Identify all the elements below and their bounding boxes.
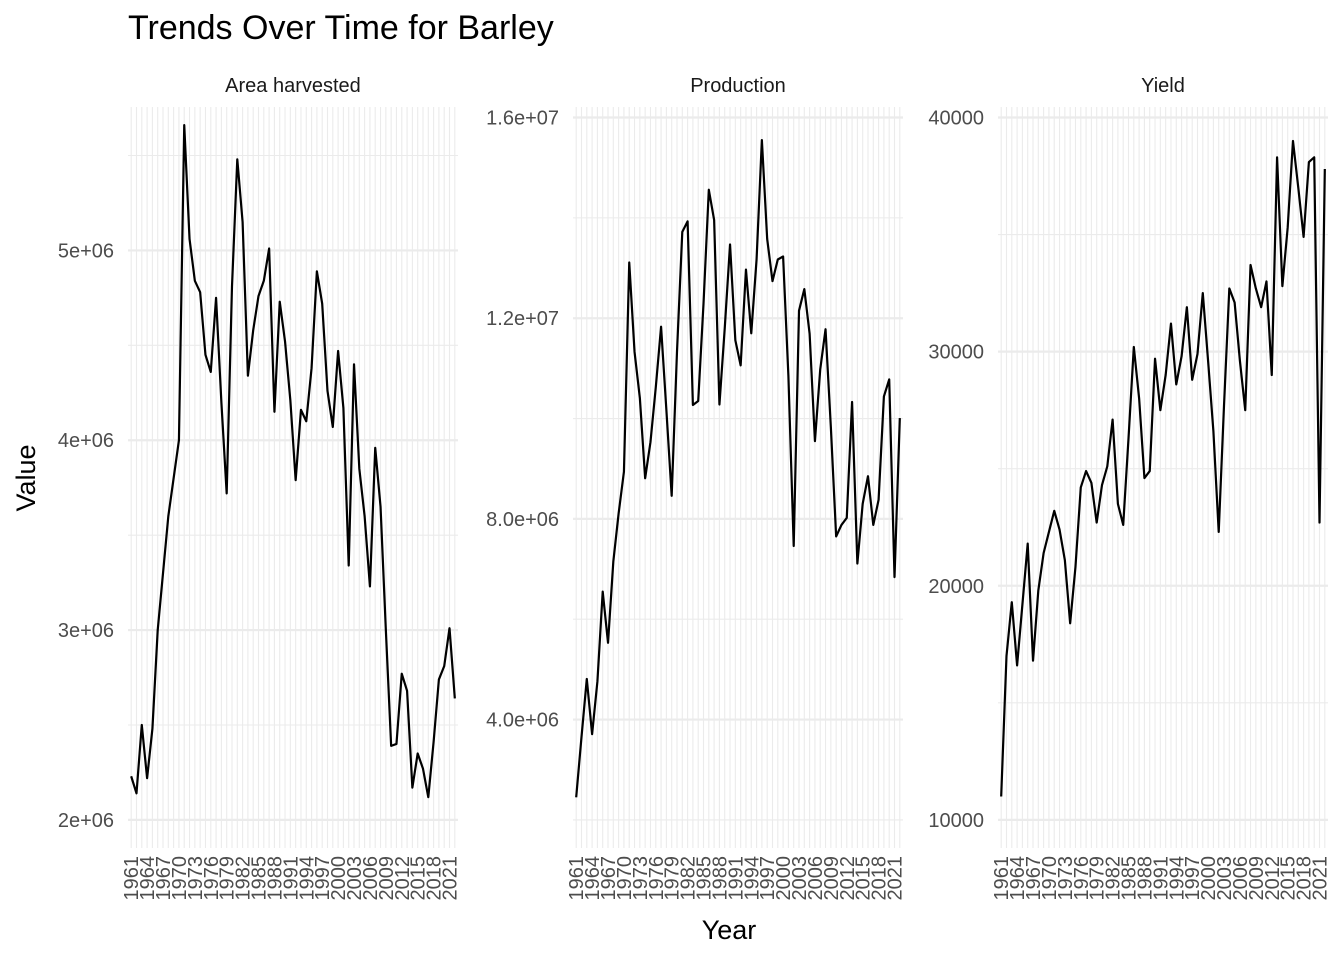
x-tick-label: 1994 [741,856,763,901]
x-axis-title: Year [702,915,757,945]
x-tick-label: 1961 [566,856,588,901]
facet-strip-label: Area harvested [225,75,361,97]
x-tick-label: 2009 [821,856,843,901]
x-tick-label: 1997 [312,856,334,901]
x-tick-label: 1967 [153,856,175,901]
x-tick-label: 1973 [185,856,207,901]
x-tick-label: 1970 [614,856,636,901]
x-tick-label: 2012 [392,856,414,901]
x-tick-label: 2003 [789,856,811,901]
x-tick-label: 2012 [837,856,859,901]
x-tick-label: 2015 [408,856,430,901]
x-tick-label: 1997 [757,856,779,901]
x-tick-label: 1970 [1039,856,1061,901]
x-tick-label: 1994 [296,856,318,901]
x-tick-label: 2018 [1294,856,1316,901]
x-tick-label: 2006 [360,856,382,901]
y-tick-label: 40000 [928,108,984,130]
series-line-area-harvested [130,124,456,799]
x-tick-label: 2009 [1246,856,1268,901]
x-tick-label: 2018 [424,856,446,901]
y-tick-label: 3e+06 [58,620,114,642]
chart-title: Trends Over Time for Barley [128,9,554,47]
y-tick-label: 2e+06 [58,810,114,832]
x-tick-label: 1991 [280,856,302,901]
x-tick-label: 2006 [805,856,827,901]
x-tick-label: 1991 [1150,856,1172,901]
facet-production: Production 4.0e+068.0e+061.2e+071.6e+07 … [486,75,906,901]
x-tick-label: 1985 [249,856,271,901]
y-tick-label: 10000 [928,810,984,832]
x-tick-label: 1988 [709,856,731,901]
x-tick-label: 2009 [376,856,398,901]
x-tick-label: 2006 [1230,856,1252,901]
y-tick-label: 30000 [928,342,984,364]
x-tick-label: 1967 [1023,856,1045,901]
x-tick-label: 2021 [885,856,907,901]
x-tick-label: 2012 [1262,856,1284,901]
x-tick-label: 1973 [630,856,652,901]
x-tick-label: 1982 [233,856,255,901]
y-axis-title: Value [11,444,41,511]
x-tick-label: 1976 [201,856,223,901]
y-tick-label: 8.0e+06 [486,509,559,531]
x-tick-label: 1976 [1071,856,1093,901]
y-tick-label: 1.2e+07 [486,308,559,330]
x-tick-label: 2021 [440,856,462,901]
x-tick-label: 1964 [137,856,159,901]
x-tick-label: 1997 [1182,856,1204,901]
x-tick-label: 1988 [264,856,286,901]
y-tick-label: 4e+06 [58,430,114,452]
x-tick-label: 1970 [169,856,191,901]
x-tick-label: 1964 [582,856,604,901]
x-tick-label: 2000 [1198,856,1220,901]
x-tick-label: 1979 [217,856,239,901]
series-line-production [575,139,901,798]
x-tick-label: 1976 [646,856,668,901]
x-tick-label: 2000 [773,856,795,901]
x-tick-label: 1979 [662,856,684,901]
x-tick-label: 1991 [725,856,747,901]
x-tick-label: 1961 [991,856,1013,901]
x-tick-label: 1988 [1134,856,1156,901]
x-tick-label: 2003 [344,856,366,901]
series-line-yield [1000,139,1326,797]
x-tick-label: 1961 [121,856,143,901]
facet-strip-label: Production [690,75,786,97]
x-tick-label: 2000 [328,856,350,901]
x-tick-label: 2021 [1310,856,1332,901]
y-tick-label: 20000 [928,576,984,598]
x-tick-label: 1994 [1166,856,1188,901]
y-tick-label: 5e+06 [58,240,114,262]
x-tick-label: 1982 [1103,856,1125,901]
x-tick-label: 1982 [678,856,700,901]
x-tick-label: 1985 [1119,856,1141,901]
x-tick-label: 2015 [1278,856,1300,901]
y-tick-label: 1.6e+07 [486,108,559,130]
y-tick-label: 4.0e+06 [486,710,559,732]
x-tick-label: 1964 [1007,856,1029,901]
facet-strip-label: Yield [1141,75,1185,97]
x-tick-label: 1967 [598,856,620,901]
x-tick-label: 1985 [694,856,716,901]
x-tick-label: 2018 [869,856,891,901]
x-tick-label: 2003 [1214,856,1236,901]
facet-area-harvested: Area harvested 2e+06 3e+06 4e+06 5e+06 1961… [58,75,462,901]
x-tick-label: 1979 [1087,856,1109,901]
x-tick-label: 1973 [1055,856,1077,901]
x-tick-label: 2015 [853,856,875,901]
